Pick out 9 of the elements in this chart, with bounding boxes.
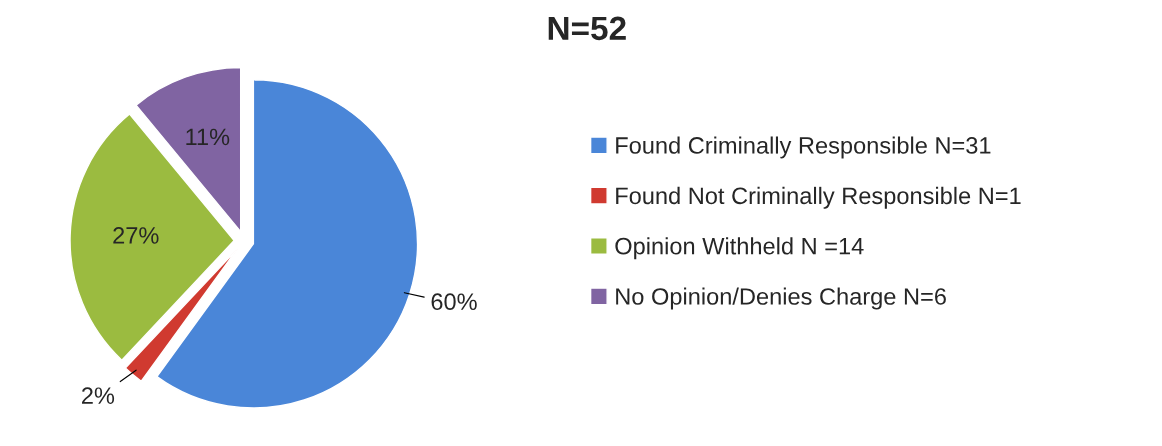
data-label: 2% bbox=[82, 387, 115, 404]
data-label: 11% bbox=[186, 128, 230, 146]
chart-title: N=52 bbox=[548, 16, 626, 41]
legend-label: No Opinion/Denies Charge N=6 bbox=[616, 287, 946, 310]
legend-label: Found Not Criminally Responsible N=1 bbox=[616, 186, 1021, 209]
data-label: 27% bbox=[113, 227, 159, 244]
data-label: 60% bbox=[431, 293, 477, 311]
legend-label: Opinion Withheld N =14 bbox=[615, 237, 864, 260]
legend-label: Found Criminally Responsible N=31 bbox=[616, 136, 991, 159]
